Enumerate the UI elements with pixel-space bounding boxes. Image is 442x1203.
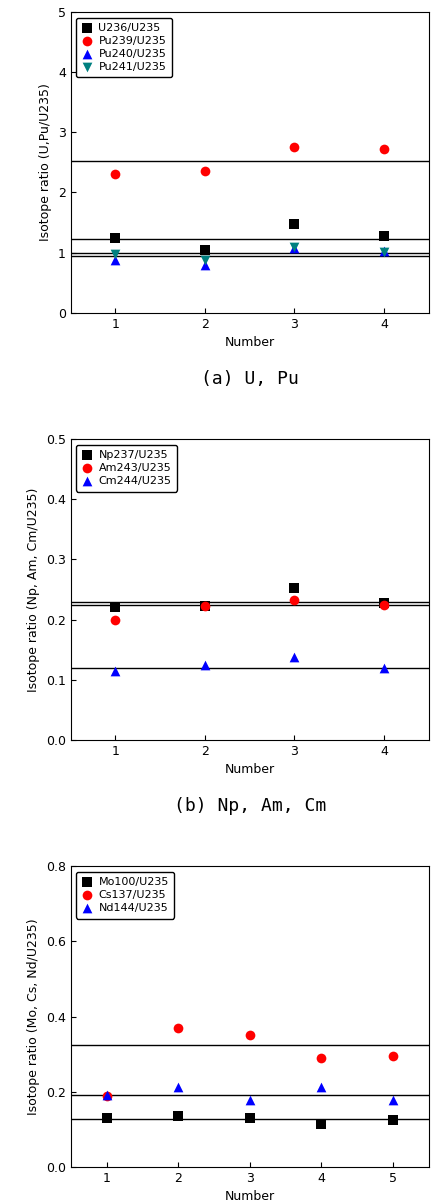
Mo100/U235 bbox=[389, 1110, 396, 1130]
Y-axis label: Isotope ratio (Mo, Cs, Nd/U235): Isotope ratio (Mo, Cs, Nd/U235) bbox=[27, 918, 40, 1115]
Pu239/U235 bbox=[112, 165, 119, 184]
Pu241/U235 bbox=[291, 237, 298, 256]
Pu239/U235 bbox=[291, 137, 298, 156]
X-axis label: Number: Number bbox=[225, 1190, 275, 1203]
Cs137/U235 bbox=[389, 1047, 396, 1066]
Nd144/U235 bbox=[246, 1090, 253, 1109]
Mo100/U235 bbox=[246, 1108, 253, 1127]
X-axis label: Number: Number bbox=[225, 763, 275, 776]
Nd144/U235 bbox=[389, 1090, 396, 1109]
Pu239/U235 bbox=[202, 161, 209, 180]
Cs137/U235 bbox=[246, 1026, 253, 1045]
Cs137/U235 bbox=[103, 1086, 110, 1106]
Mo100/U235 bbox=[175, 1107, 182, 1126]
Y-axis label: Isotope ratio (U,Pu/U235): Isotope ratio (U,Pu/U235) bbox=[39, 83, 52, 242]
Pu241/U235 bbox=[202, 250, 209, 269]
Am243/U235 bbox=[202, 597, 209, 616]
Cs137/U235 bbox=[318, 1048, 325, 1067]
U236/U235 bbox=[112, 229, 119, 248]
Legend: Np237/U235, Am243/U235, Cm244/U235: Np237/U235, Am243/U235, Cm244/U235 bbox=[76, 445, 177, 492]
Mo100/U235 bbox=[318, 1114, 325, 1133]
U236/U235 bbox=[202, 239, 209, 259]
Text: (a) U, Pu: (a) U, Pu bbox=[201, 371, 299, 387]
Pu240/U235 bbox=[381, 241, 388, 260]
Cs137/U235 bbox=[175, 1018, 182, 1037]
Mo100/U235 bbox=[103, 1108, 110, 1127]
Pu240/U235 bbox=[291, 238, 298, 257]
U236/U235 bbox=[381, 226, 388, 245]
Pu240/U235 bbox=[112, 250, 119, 269]
Np237/U235 bbox=[112, 598, 119, 616]
Pu241/U235 bbox=[112, 244, 119, 263]
Nd144/U235 bbox=[318, 1078, 325, 1097]
X-axis label: Number: Number bbox=[225, 336, 275, 349]
Pu240/U235 bbox=[202, 255, 209, 274]
Np237/U235 bbox=[381, 593, 388, 612]
Nd144/U235 bbox=[103, 1086, 110, 1106]
U236/U235 bbox=[291, 214, 298, 233]
Y-axis label: Isotope ratio (Np, Am, Cm/U235): Isotope ratio (Np, Am, Cm/U235) bbox=[27, 487, 40, 692]
Pu239/U235 bbox=[381, 140, 388, 159]
Cm244/U235 bbox=[381, 658, 388, 677]
Cm244/U235 bbox=[291, 647, 298, 666]
Np237/U235 bbox=[291, 579, 298, 598]
Am243/U235 bbox=[381, 595, 388, 615]
Cm244/U235 bbox=[112, 662, 119, 681]
Am243/U235 bbox=[112, 610, 119, 630]
Nd144/U235 bbox=[175, 1077, 182, 1096]
Np237/U235 bbox=[202, 597, 209, 616]
Legend: Mo100/U235, Cs137/U235, Nd144/U235: Mo100/U235, Cs137/U235, Nd144/U235 bbox=[76, 872, 175, 919]
Am243/U235 bbox=[291, 591, 298, 610]
Legend: U236/U235, Pu239/U235, Pu240/U235, Pu241/U235: U236/U235, Pu239/U235, Pu240/U235, Pu241… bbox=[76, 18, 172, 77]
Cm244/U235 bbox=[202, 654, 209, 674]
Text: (b) Np, Am, Cm: (b) Np, Am, Cm bbox=[174, 796, 326, 814]
Pu241/U235 bbox=[381, 243, 388, 262]
